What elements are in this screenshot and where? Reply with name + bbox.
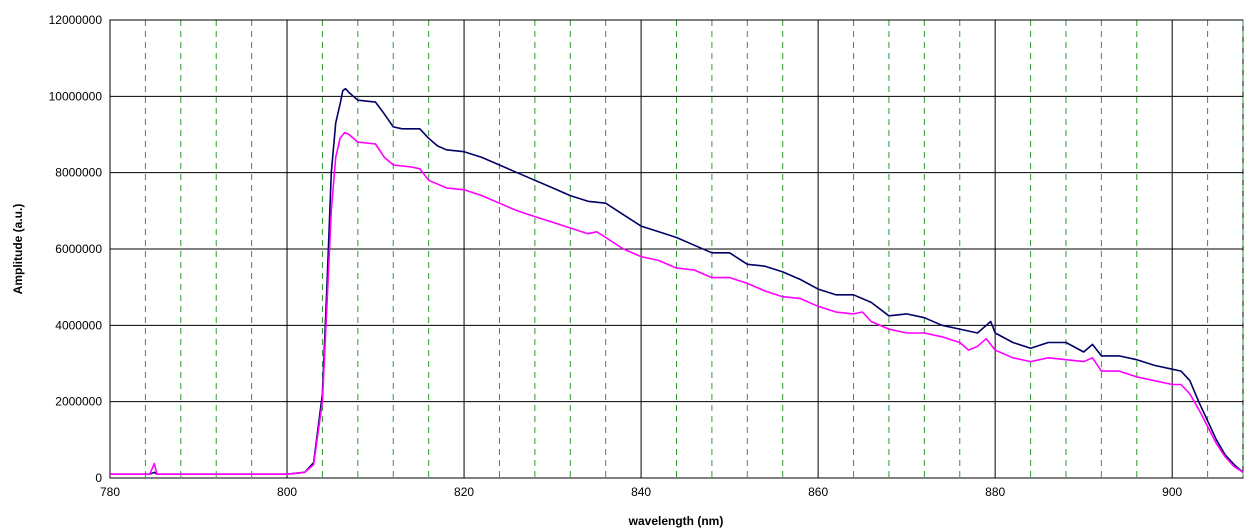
y-tick-label: 4000000 — [55, 318, 102, 332]
x-axis-tick-labels: 780 800 820 840 860 880 900 — [100, 485, 1183, 499]
x-tick-label: 880 — [985, 485, 1005, 499]
y-axis-tick-labels: 0 2000000 4000000 6000000 8000000 10000000 120… — [49, 13, 103, 485]
x-tick-label: 820 — [454, 485, 474, 499]
series-layer — [110, 87, 1244, 476]
series-line-0 — [110, 87, 1244, 476]
y-tick-label: 8000000 — [55, 166, 102, 180]
x-tick-label: 860 — [808, 485, 828, 499]
series-line-1 — [110, 131, 1244, 476]
x-axis-title: wavelength (nm) — [628, 514, 724, 528]
y-tick-label: 10000000 — [49, 89, 103, 103]
x-tick-label: 780 — [100, 485, 120, 499]
x-tick-label: 800 — [277, 485, 297, 499]
x-tick-label: 840 — [631, 485, 651, 499]
y-tick-label: 12000000 — [49, 13, 103, 27]
x-tick-label: 900 — [1162, 485, 1182, 499]
y-tick-label: 0 — [95, 471, 102, 485]
y-tick-label: 2000000 — [55, 395, 102, 409]
y-tick-label: 6000000 — [55, 242, 102, 256]
y-axis-title: Amplitude (a.u.) — [11, 204, 25, 295]
major-gridlines — [110, 19, 1243, 479]
